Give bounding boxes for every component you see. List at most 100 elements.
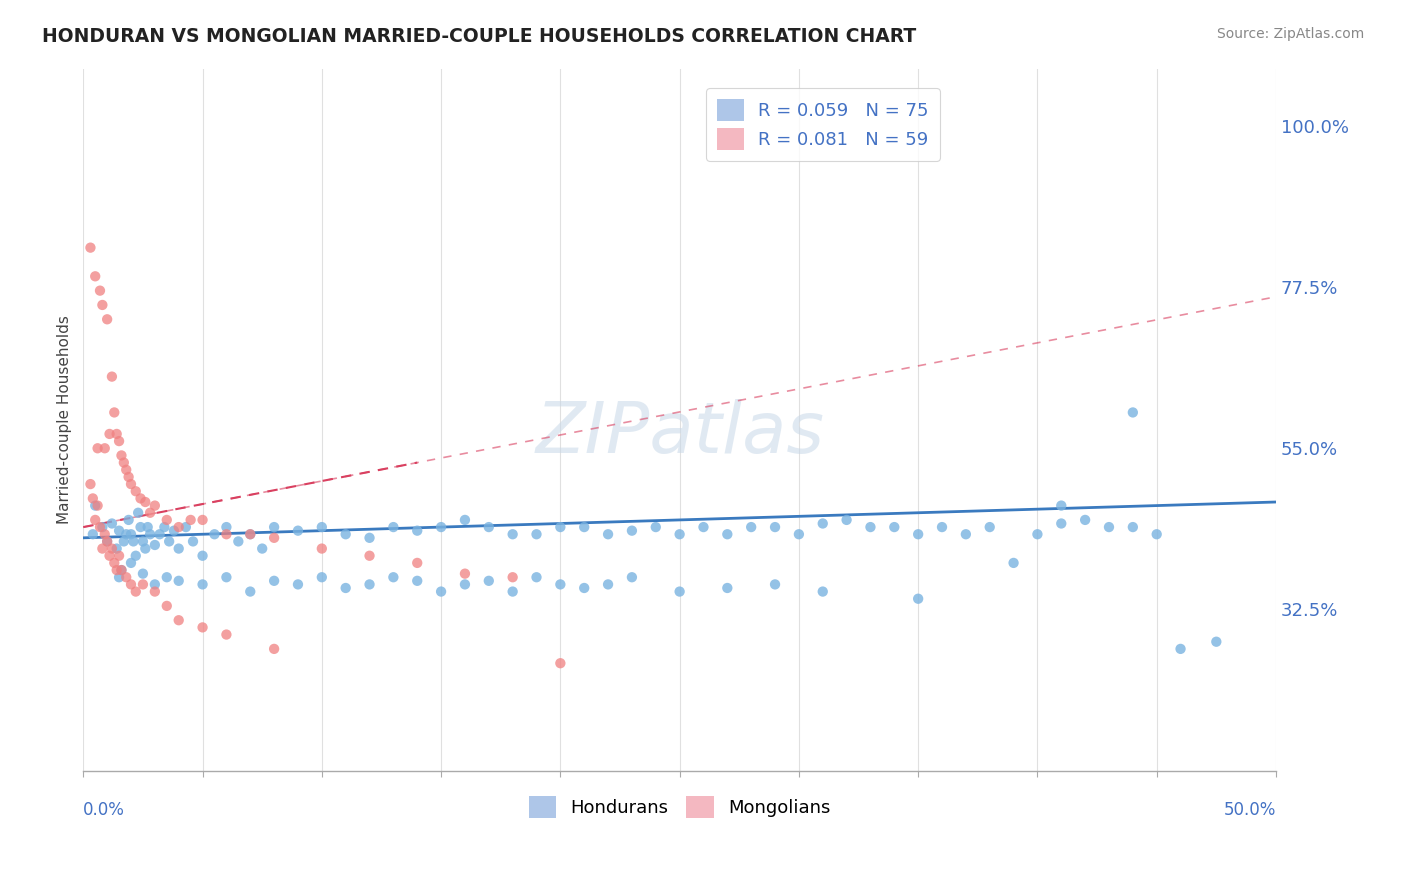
Point	[763, 577, 786, 591]
Point	[979, 520, 1001, 534]
Point	[263, 531, 285, 545]
Point	[125, 549, 148, 563]
Point	[115, 463, 138, 477]
Point	[110, 563, 132, 577]
Point	[153, 520, 176, 534]
Point	[811, 584, 834, 599]
Point	[359, 549, 381, 563]
Point	[430, 520, 453, 534]
Point	[120, 527, 142, 541]
Point	[96, 534, 118, 549]
Point	[115, 570, 138, 584]
Point	[84, 513, 107, 527]
Point	[335, 581, 357, 595]
Point	[620, 570, 643, 584]
Point	[811, 516, 834, 531]
Point	[96, 534, 118, 549]
Point	[94, 442, 117, 456]
Point	[122, 534, 145, 549]
Point	[239, 584, 262, 599]
Point	[931, 520, 953, 534]
Point	[143, 499, 166, 513]
Point	[907, 527, 929, 541]
Point	[191, 620, 214, 634]
Point	[86, 499, 108, 513]
Point	[692, 520, 714, 534]
Point	[101, 516, 124, 531]
Point	[1170, 641, 1192, 656]
Point	[596, 527, 619, 541]
Point	[129, 520, 152, 534]
Point	[101, 541, 124, 556]
Point	[134, 495, 156, 509]
Point	[1205, 634, 1227, 648]
Point	[204, 527, 226, 541]
Point	[716, 581, 738, 595]
Point	[94, 527, 117, 541]
Point	[156, 513, 179, 527]
Point	[406, 574, 429, 588]
Point	[550, 657, 572, 671]
Point	[668, 527, 690, 541]
Point	[1098, 520, 1121, 534]
Point	[143, 538, 166, 552]
Point	[311, 520, 333, 534]
Point	[108, 434, 131, 449]
Point	[129, 491, 152, 506]
Point	[136, 520, 159, 534]
Text: Source: ZipAtlas.com: Source: ZipAtlas.com	[1216, 27, 1364, 41]
Point	[89, 284, 111, 298]
Point	[108, 549, 131, 563]
Point	[115, 527, 138, 541]
Point	[502, 584, 524, 599]
Point	[191, 577, 214, 591]
Point	[335, 527, 357, 541]
Point	[1026, 527, 1049, 541]
Point	[79, 241, 101, 255]
Point	[478, 520, 501, 534]
Point	[1002, 556, 1025, 570]
Point	[157, 534, 180, 549]
Point	[91, 541, 114, 556]
Point	[215, 520, 238, 534]
Point	[103, 405, 125, 419]
Point	[526, 527, 548, 541]
Point	[574, 581, 596, 595]
Point	[311, 541, 333, 556]
Point	[454, 513, 477, 527]
Point	[454, 577, 477, 591]
Point	[127, 506, 149, 520]
Point	[228, 534, 250, 549]
Point	[263, 574, 285, 588]
Point	[359, 577, 381, 591]
Point	[125, 484, 148, 499]
Point	[82, 527, 104, 541]
Point	[263, 520, 285, 534]
Point	[406, 524, 429, 538]
Point	[156, 570, 179, 584]
Point	[167, 520, 190, 534]
Point	[91, 298, 114, 312]
Point	[156, 599, 179, 613]
Point	[550, 577, 572, 591]
Point	[117, 513, 139, 527]
Point	[110, 449, 132, 463]
Point	[359, 531, 381, 545]
Point	[644, 520, 666, 534]
Point	[287, 524, 309, 538]
Point	[120, 556, 142, 570]
Point	[526, 570, 548, 584]
Point	[98, 549, 121, 563]
Point	[239, 527, 262, 541]
Point	[668, 584, 690, 599]
Point	[167, 613, 190, 627]
Text: 0.0%: 0.0%	[83, 801, 125, 819]
Point	[139, 527, 162, 541]
Point	[1050, 516, 1073, 531]
Point	[406, 556, 429, 570]
Point	[502, 527, 524, 541]
Point	[215, 570, 238, 584]
Point	[110, 563, 132, 577]
Point	[955, 527, 977, 541]
Point	[84, 269, 107, 284]
